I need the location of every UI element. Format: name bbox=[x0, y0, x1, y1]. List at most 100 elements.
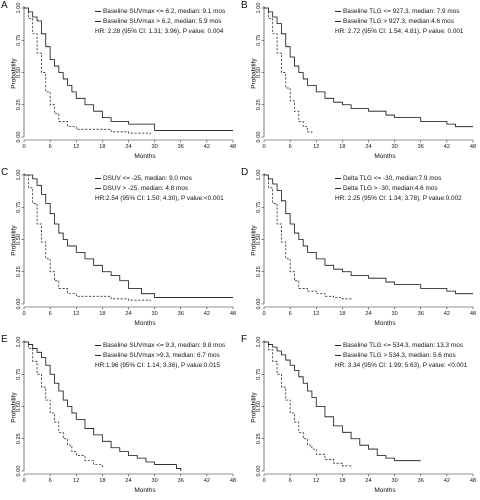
survival-curve-dashed bbox=[24, 342, 102, 468]
legend-entry: DSUV > -25, median: 4.8 mos bbox=[95, 184, 224, 194]
x-tick-label: 6 bbox=[289, 144, 292, 150]
x-tick-label: 42 bbox=[204, 478, 210, 484]
x-tick-label: 6 bbox=[49, 311, 52, 317]
y-tick-label: 1.00 bbox=[16, 3, 22, 14]
x-tick-label: 42 bbox=[444, 144, 450, 150]
panel-letter: B bbox=[241, 1, 248, 11]
x-tick-label: 12 bbox=[73, 478, 79, 484]
x-tick-label: 24 bbox=[125, 478, 131, 484]
legend-label: DSUV > -25, median: 4.8 mos bbox=[103, 185, 188, 192]
x-tick-label: 30 bbox=[152, 144, 158, 150]
x-tick-label: 18 bbox=[99, 144, 105, 150]
legend-label: Baseline TLG <= 534.3, median: 13.3 mos bbox=[343, 342, 463, 349]
x-tick-label: 18 bbox=[99, 478, 105, 484]
panel-letter: E bbox=[1, 335, 8, 345]
x-tick-label: 12 bbox=[313, 311, 319, 317]
x-tick-label: 6 bbox=[49, 144, 52, 150]
legend-label: Delta TLG <= -30, median:7.9 mos bbox=[343, 175, 441, 182]
x-tick-label: 0 bbox=[262, 144, 265, 150]
y-axis-label: Probability bbox=[251, 44, 258, 104]
x-tick-label: 0 bbox=[262, 311, 265, 317]
x-tick-label: 36 bbox=[178, 311, 184, 317]
panel-letter: F bbox=[241, 335, 247, 345]
x-tick-label: 6 bbox=[289, 311, 292, 317]
km-panel-f: 0.000.250.500.751.000612182430364248FPro… bbox=[240, 334, 480, 500]
x-axis-label: Months bbox=[115, 153, 175, 160]
panel-letter: D bbox=[241, 168, 248, 178]
y-tick-label: 1.00 bbox=[256, 337, 262, 348]
legend: Baseline TLG <= 927.3, median: 7.9 mos Ba… bbox=[335, 7, 463, 37]
x-axis-label: Months bbox=[115, 487, 175, 494]
x-tick-label: 18 bbox=[99, 311, 105, 317]
x-tick-label: 0 bbox=[262, 478, 265, 484]
x-tick-label: 6 bbox=[289, 478, 292, 484]
legend-line-dashed bbox=[95, 21, 101, 22]
legend-entry: Baseline TLG <= 534.3, median: 13.3 mos bbox=[335, 341, 467, 351]
y-tick-label: 1.00 bbox=[16, 337, 22, 348]
y-tick-label: 1.00 bbox=[16, 170, 22, 181]
km-panel-b: 0.000.250.500.751.000612182430364248BPro… bbox=[240, 0, 480, 166]
survival-curve-dashed bbox=[264, 8, 312, 134]
x-tick-label: 24 bbox=[125, 311, 131, 317]
legend-label: Baseline TLG > 534.3, median: 5.6 mos bbox=[343, 352, 456, 359]
y-tick-label: 0.00 bbox=[16, 466, 22, 477]
x-tick-label: 24 bbox=[365, 478, 371, 484]
hazard-ratio-text: HR:2.54 (95% CI: 1.50; 4.30), P value:<0… bbox=[95, 194, 224, 204]
x-tick-label: 0 bbox=[22, 311, 25, 317]
legend-line-dashed bbox=[95, 355, 101, 356]
x-tick-label: 42 bbox=[444, 311, 450, 317]
legend-entry: Delta TLG > -30, median:4.6 mos bbox=[335, 184, 462, 194]
legend-entry: Baseline SUVmax >9.3, median: 6.7 mos bbox=[95, 351, 225, 361]
x-tick-label: 48 bbox=[470, 478, 476, 484]
x-tick-label: 48 bbox=[470, 144, 476, 150]
legend-label: DSUV <= -25, median: 9.0 mos bbox=[103, 175, 192, 182]
legend-label: Baseline SUVmax > 6.2, median: 5.9 mos bbox=[103, 18, 221, 25]
x-tick-label: 30 bbox=[392, 311, 398, 317]
x-tick-label: 18 bbox=[339, 311, 345, 317]
legend-entry: Baseline SUVmax <= 6.2, median: 9.1 mos bbox=[95, 7, 225, 17]
hazard-ratio-text: HR: 2.72 (95% CI: 1.54; 4.81), P value: … bbox=[335, 27, 463, 37]
x-tick-label: 12 bbox=[73, 311, 79, 317]
legend-entry: Baseline TLG > 927.3, median:4.6 mos bbox=[335, 17, 463, 27]
x-tick-label: 36 bbox=[418, 311, 424, 317]
x-tick-label: 12 bbox=[313, 144, 319, 150]
legend-line-solid bbox=[95, 178, 101, 179]
km-panel-c: 0.000.250.500.751.000612182430364248CPro… bbox=[0, 167, 240, 333]
legend-label: Baseline TLG > 927.3, median:4.6 mos bbox=[343, 18, 454, 25]
x-tick-label: 36 bbox=[418, 144, 424, 150]
y-tick-label: 0.00 bbox=[16, 299, 22, 310]
x-tick-label: 48 bbox=[230, 478, 236, 484]
x-axis-label: Months bbox=[355, 153, 415, 160]
legend: Baseline SUVmax <= 6.2, median: 9.1 mosB… bbox=[95, 7, 225, 37]
legend-line-solid bbox=[335, 11, 341, 12]
x-tick-label: 42 bbox=[204, 311, 210, 317]
km-panel-e: 0.000.250.500.751.000612182430364248EPro… bbox=[0, 334, 240, 500]
x-tick-label: 6 bbox=[49, 478, 52, 484]
legend-entry: Baseline SUVmax <= 9.3, median: 9.8 mos bbox=[95, 341, 225, 351]
x-tick-label: 0 bbox=[22, 144, 25, 150]
hazard-ratio-text: HR: 2.28 (95% CI: 1.31; 3.96), P value: … bbox=[95, 27, 225, 37]
legend-line-solid bbox=[335, 345, 341, 346]
legend-label: Baseline TLG <= 927.3, median: 7.9 mos bbox=[343, 8, 459, 15]
x-tick-label: 42 bbox=[444, 478, 450, 484]
legend-line-solid bbox=[335, 178, 341, 179]
x-tick-label: 30 bbox=[152, 311, 158, 317]
legend: Baseline TLG <= 534.3, median: 13.3 mos B… bbox=[335, 341, 467, 371]
legend-entry: Delta TLG <= -30, median:7.9 mos bbox=[335, 174, 462, 184]
hazard-ratio-text: HR:1.96 (95% CI: 1.14; 3.36), P value:0.… bbox=[95, 361, 225, 371]
x-axis-label: Months bbox=[355, 320, 415, 327]
hazard-ratio-text: HR: 3.34 (95% CI: 1.99; 5.63), P value: … bbox=[335, 361, 467, 371]
legend-entry: Baseline TLG > 534.3, median: 5.6 mos bbox=[335, 351, 467, 361]
hazard-ratio-text: HR: 2.25 (95% CI: 1.34; 3.78), P value:0… bbox=[335, 194, 462, 204]
legend-line-dashed bbox=[335, 188, 341, 189]
panel-letter: C bbox=[1, 168, 8, 178]
x-tick-label: 30 bbox=[152, 478, 158, 484]
legend: Baseline SUVmax <= 9.3, median: 9.8 mosB… bbox=[95, 341, 225, 371]
x-tick-label: 24 bbox=[125, 144, 131, 150]
x-tick-label: 12 bbox=[313, 478, 319, 484]
legend-entry: DSUV <= -25, median: 9.0 mos bbox=[95, 174, 224, 184]
legend-entry: Baseline SUVmax > 6.2, median: 5.9 mos bbox=[95, 17, 225, 27]
x-tick-label: 12 bbox=[73, 144, 79, 150]
x-tick-label: 36 bbox=[178, 478, 184, 484]
